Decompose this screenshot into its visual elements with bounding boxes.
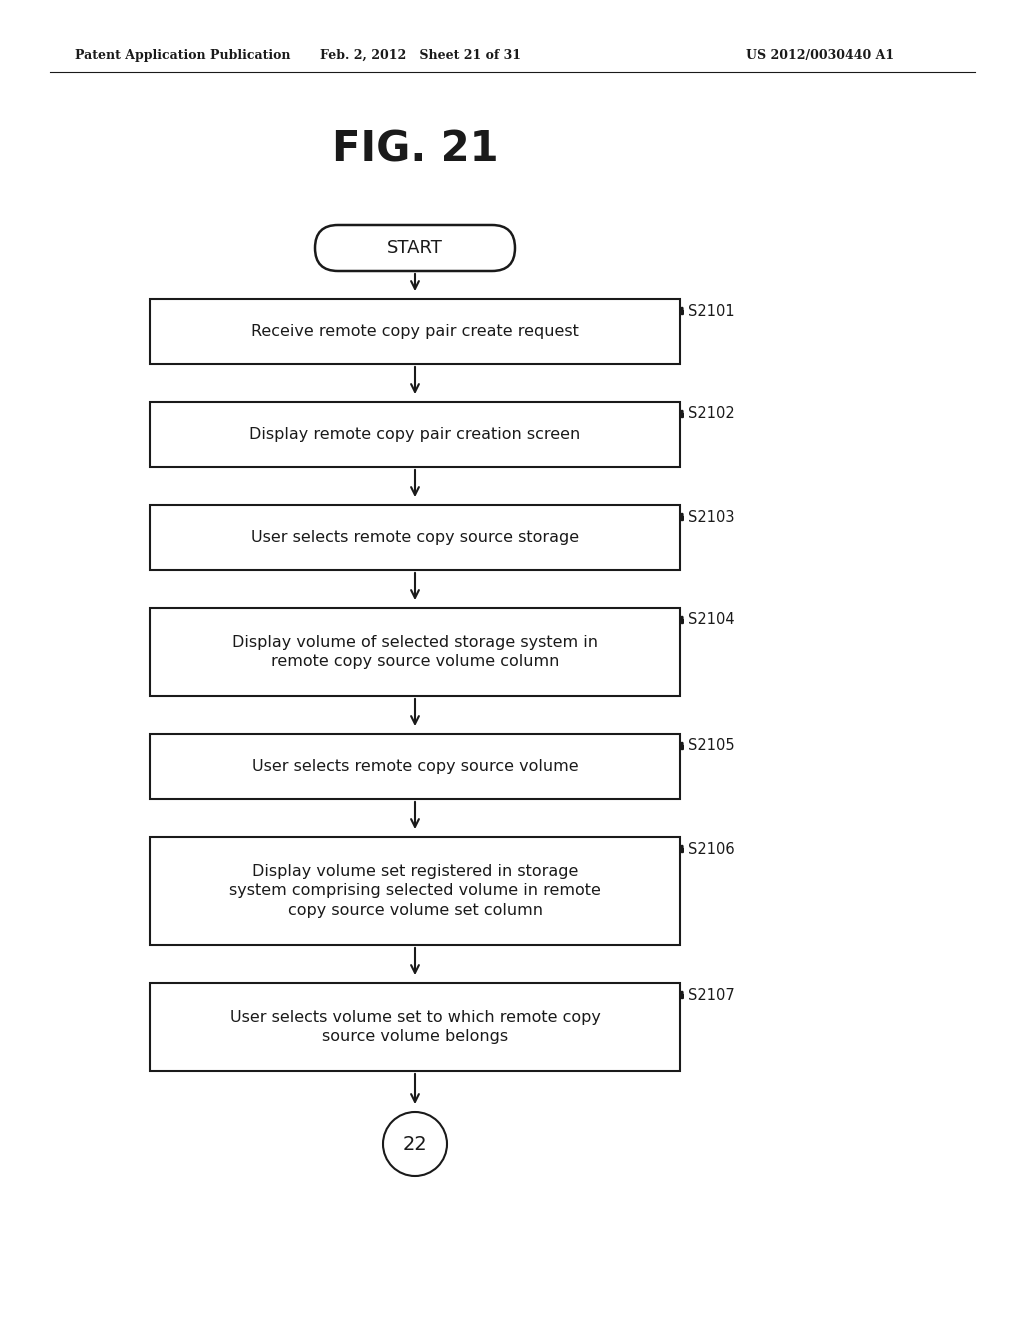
Text: S2101: S2101 bbox=[688, 304, 734, 318]
Text: Display remote copy pair creation screen: Display remote copy pair creation screen bbox=[250, 426, 581, 442]
Bar bbox=[150, 403, 680, 467]
Text: Feb. 2, 2012   Sheet 21 of 31: Feb. 2, 2012 Sheet 21 of 31 bbox=[319, 49, 520, 62]
Bar bbox=[150, 609, 680, 696]
Text: Display volume of selected storage system in
remote copy source volume column: Display volume of selected storage syste… bbox=[232, 635, 598, 669]
Text: S2104: S2104 bbox=[688, 612, 734, 627]
Text: S2102: S2102 bbox=[688, 407, 735, 421]
Text: START: START bbox=[387, 239, 443, 257]
Bar bbox=[150, 300, 680, 364]
Circle shape bbox=[383, 1111, 447, 1176]
Text: S2106: S2106 bbox=[688, 842, 734, 857]
Bar bbox=[150, 837, 680, 945]
Text: Receive remote copy pair create request: Receive remote copy pair create request bbox=[251, 323, 579, 339]
Bar bbox=[150, 734, 680, 799]
FancyBboxPatch shape bbox=[315, 224, 515, 271]
Text: FIG. 21: FIG. 21 bbox=[332, 129, 499, 172]
Text: S2105: S2105 bbox=[688, 738, 734, 754]
Text: User selects remote copy source storage: User selects remote copy source storage bbox=[251, 531, 579, 545]
Text: S2107: S2107 bbox=[688, 987, 735, 1002]
Text: User selects volume set to which remote copy
source volume belongs: User selects volume set to which remote … bbox=[229, 1010, 600, 1044]
Text: Display volume set registered in storage
system comprising selected volume in re: Display volume set registered in storage… bbox=[229, 863, 601, 919]
Text: User selects remote copy source volume: User selects remote copy source volume bbox=[252, 759, 579, 774]
Bar bbox=[150, 983, 680, 1071]
Text: Patent Application Publication: Patent Application Publication bbox=[75, 49, 291, 62]
Bar bbox=[150, 506, 680, 570]
Text: US 2012/0030440 A1: US 2012/0030440 A1 bbox=[745, 49, 894, 62]
Text: 22: 22 bbox=[402, 1134, 427, 1154]
Text: S2103: S2103 bbox=[688, 510, 734, 524]
